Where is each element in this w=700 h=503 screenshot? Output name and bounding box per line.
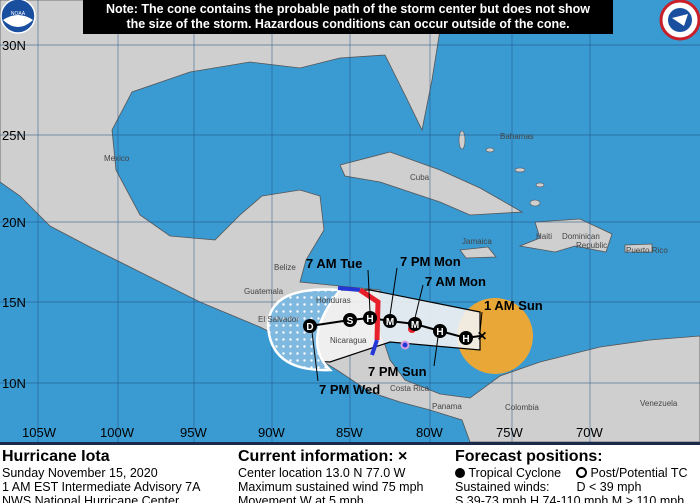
puerto-rico bbox=[624, 243, 653, 253]
lon-label: 85W bbox=[336, 425, 363, 440]
forecast-time-label: 7 AM Tue bbox=[306, 256, 362, 271]
tropical-cyclone-label: Tropical Cyclone bbox=[468, 466, 562, 480]
watch-island bbox=[400, 340, 410, 350]
place-label: Venezuela bbox=[640, 399, 678, 408]
place-label: Panama bbox=[432, 402, 462, 411]
cuba bbox=[339, 151, 524, 216]
place-label: Belize bbox=[274, 263, 296, 272]
hurricane-map: 30N 25N 20N 15N 10N 105W 100W 95W 90W 85… bbox=[0, 0, 700, 442]
current-location: Center location 13.0 N 77.0 W bbox=[238, 466, 406, 480]
track-point: S bbox=[343, 313, 357, 327]
storm-info: Hurricane Iota Sunday November 15, 2020 … bbox=[2, 447, 200, 503]
lat-label: 15N bbox=[2, 295, 26, 310]
current-movement: Movement W at 5 mph bbox=[238, 494, 364, 503]
forecast-time-label: 7 AM Mon bbox=[425, 274, 486, 289]
forecast-time-label: 1 AM Sun bbox=[484, 298, 543, 313]
current-position-icon: × bbox=[477, 328, 486, 345]
track-point: D bbox=[303, 319, 317, 333]
lat-label: 30N bbox=[2, 38, 26, 53]
svg-text:H: H bbox=[366, 314, 373, 325]
nws-logo bbox=[659, 0, 700, 41]
svg-text:H: H bbox=[436, 327, 443, 338]
current-title: Current information: × bbox=[238, 448, 408, 465]
track-point: H bbox=[433, 324, 447, 338]
tropical-storm-warning-south bbox=[370, 339, 379, 356]
place-label: Guatemala bbox=[244, 287, 284, 296]
lon-label: 75W bbox=[496, 425, 523, 440]
place-label: Costa Rica bbox=[390, 384, 430, 393]
lon-label: 105W bbox=[22, 425, 57, 440]
bahamas-islands bbox=[458, 130, 545, 207]
current-info: Current information: × Center location 1… bbox=[238, 447, 424, 503]
storm-source: NWS National Hurricane Center bbox=[2, 494, 180, 503]
hurricane-warning bbox=[358, 287, 381, 341]
cone-disclaimer-note: Note: The cone contains the probable pat… bbox=[83, 0, 613, 34]
lat-label: 20N bbox=[2, 215, 26, 230]
svg-text:S: S bbox=[347, 316, 354, 327]
svg-text:M: M bbox=[411, 320, 419, 331]
place-label: Haiti bbox=[536, 232, 552, 241]
lon-label: 100W bbox=[100, 425, 135, 440]
storm-advisory: 1 AM EST Intermediate Advisory 7A bbox=[2, 480, 201, 494]
wind-scale-label: S 39-73 mph H 74-110 mph M > 110 mph bbox=[455, 494, 685, 503]
note-line: the size of the storm. Hazardous conditi… bbox=[126, 17, 570, 31]
place-label: Puerto Rico bbox=[626, 246, 668, 255]
lon-label: 90W bbox=[258, 425, 285, 440]
lat-label: 25N bbox=[2, 128, 26, 143]
place-label: Dominican bbox=[562, 232, 600, 241]
forecast-title: Forecast positions: bbox=[455, 448, 603, 465]
current-wind: Maximum sustained wind 75 mph bbox=[238, 480, 424, 494]
label-leaders bbox=[311, 267, 483, 382]
svg-text:M: M bbox=[386, 317, 394, 328]
storm-date: Sunday November 15, 2020 bbox=[2, 466, 158, 480]
track-point: M bbox=[383, 314, 397, 328]
depression-wind-label: D < 39 mph bbox=[576, 480, 642, 494]
lat-label: 10N bbox=[2, 376, 26, 391]
track-point: M bbox=[408, 317, 422, 331]
place-label: Honduras bbox=[316, 296, 351, 305]
svg-text:D: D bbox=[306, 322, 313, 333]
jamaica bbox=[459, 246, 497, 259]
open-circle-icon bbox=[575, 467, 587, 478]
place-label: Nicaragua bbox=[330, 336, 367, 345]
svg-text:H: H bbox=[462, 334, 469, 345]
place-label: Republic bbox=[576, 241, 607, 250]
forecast-time-label: 7 PM Mon bbox=[400, 254, 461, 269]
post-potential-tc-label: Post/Potential TC bbox=[590, 466, 688, 480]
place-label: Bahamas bbox=[500, 132, 534, 141]
svg-text:NOAA: NOAA bbox=[11, 11, 26, 17]
lon-label: 80W bbox=[416, 425, 443, 440]
place-label: Jamaica bbox=[462, 237, 492, 246]
sustained-winds-label: Sustained winds: bbox=[455, 480, 550, 494]
place-label: Cuba bbox=[410, 173, 430, 182]
track-point: H bbox=[363, 311, 377, 325]
grid-lines bbox=[0, 0, 700, 442]
track-point: H bbox=[459, 331, 473, 345]
forecast-legend: Forecast positions: Tropical Cyclone Pos… bbox=[455, 447, 688, 503]
note-line: Note: The cone contains the probable pat… bbox=[105, 2, 591, 16]
lon-label: 95W bbox=[180, 425, 207, 440]
noaa-logo: NOAA bbox=[0, 0, 36, 34]
tropical-storm-warning-north bbox=[337, 286, 361, 292]
storm-name: Hurricane Iota bbox=[2, 448, 110, 465]
lon-label: 70W bbox=[576, 425, 603, 440]
place-label: Colombia bbox=[505, 403, 539, 412]
place-label: Mexico bbox=[104, 154, 130, 163]
info-panel: Hurricane Iota Sunday November 15, 2020 … bbox=[0, 442, 700, 503]
hispaniola bbox=[518, 218, 613, 253]
filled-circle-icon bbox=[455, 468, 465, 478]
place-label: El Salvador bbox=[258, 315, 299, 324]
forecast-time-label: 7 PM Sun bbox=[368, 364, 427, 379]
cone-day4-5 bbox=[266, 288, 343, 372]
forecast-time-label: 7 PM Wed bbox=[319, 382, 380, 397]
